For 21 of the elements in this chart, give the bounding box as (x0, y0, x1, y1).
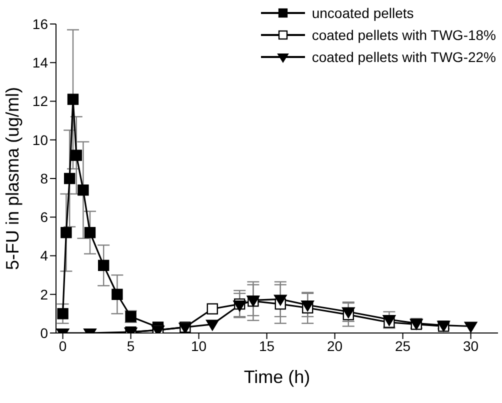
x-tick-label: 0 (58, 338, 67, 354)
y-tick-label: 2 (40, 286, 48, 302)
x-tick-label: 15 (259, 338, 275, 354)
y-tick-label: 4 (40, 248, 48, 264)
y-tick-label: 16 (32, 16, 48, 32)
x-tick-label: 10 (191, 338, 207, 354)
x-axis-title: Time (h) (244, 367, 310, 387)
x-tick-label: 25 (395, 338, 411, 354)
y-tick-label: 8 (40, 170, 48, 186)
y-tick-label: 12 (32, 93, 48, 110)
x-tick-label: 30 (463, 338, 479, 354)
x-tick-label: 20 (327, 338, 343, 354)
legend-label: coated pellets with TWG-22% (312, 48, 496, 67)
y-tick-label: 0 (40, 324, 48, 341)
y-axis-title: 5-FU in plasma (ug/ml) (2, 86, 22, 270)
legend-label: coated pellets with TWG-18% (312, 26, 496, 45)
x-tick-label: 5 (126, 338, 135, 354)
y-tick-label: 14 (32, 54, 48, 71)
y-tick-label: 6 (40, 209, 48, 226)
legend-label: uncoated pellets (312, 4, 414, 23)
y-tick-label: 10 (32, 132, 48, 148)
